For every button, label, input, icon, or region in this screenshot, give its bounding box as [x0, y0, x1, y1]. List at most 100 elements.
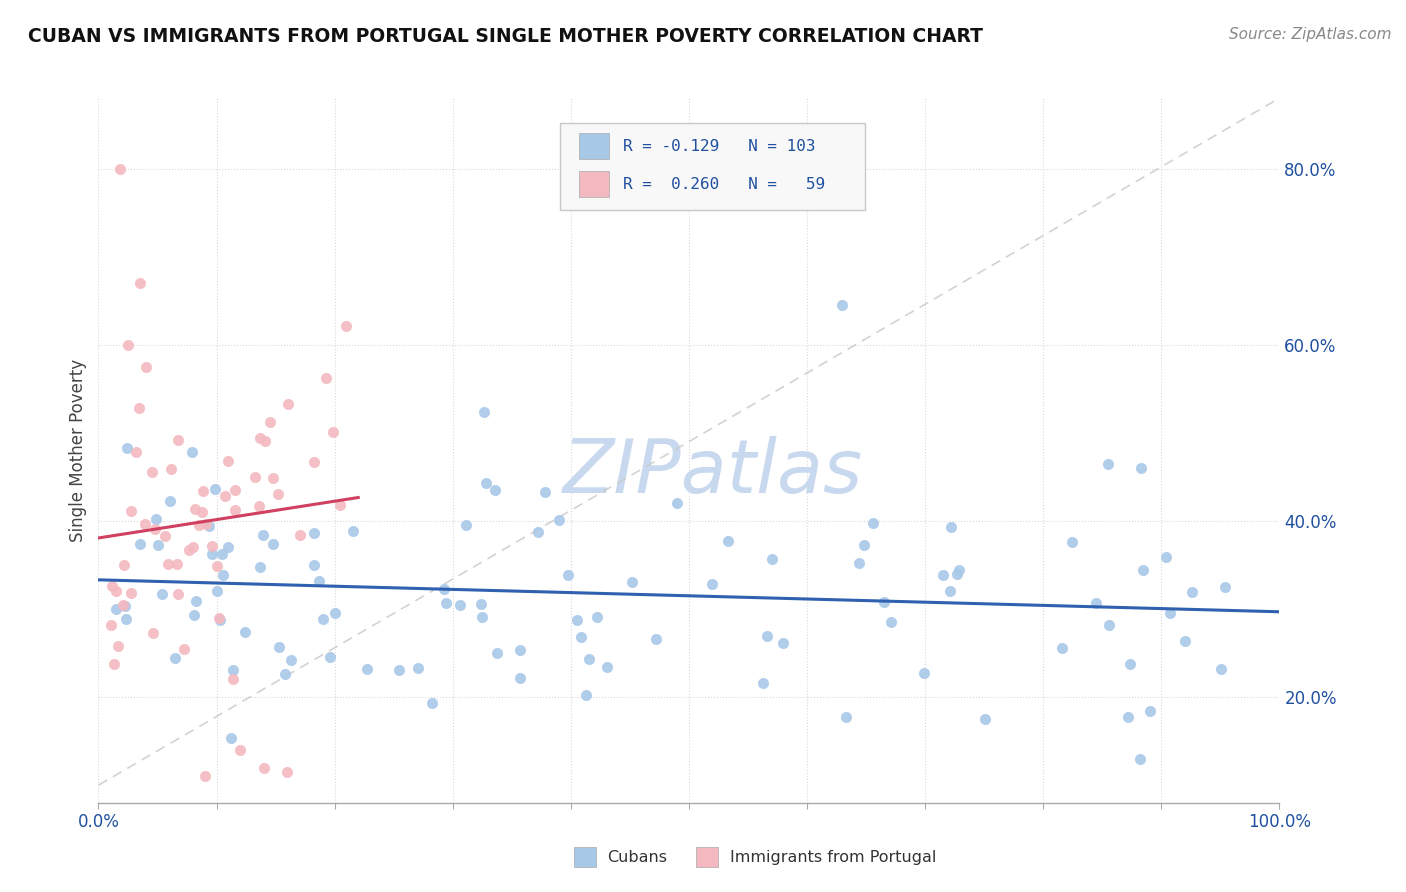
Point [100, 618, 122, 632]
FancyBboxPatch shape [579, 133, 609, 160]
Text: R = -0.129   N = 103: R = -0.129 N = 103 [623, 138, 815, 153]
Point [1174, 633, 1197, 648]
Point [184, 594, 207, 608]
Point [163, 650, 186, 665]
Point [302, 526, 325, 541]
Point [302, 455, 325, 469]
Point [142, 625, 165, 640]
Point [1084, 596, 1107, 610]
Point [112, 598, 135, 612]
Text: R =  0.260   N =   59: R = 0.260 N = 59 [623, 177, 825, 192]
Point [167, 433, 190, 447]
Point [932, 568, 955, 582]
Point [557, 568, 579, 582]
Point [288, 528, 311, 542]
Point [274, 666, 297, 681]
Point [1139, 704, 1161, 718]
Text: Cubans: Cubans [607, 850, 668, 864]
Point [848, 557, 870, 571]
Point [167, 587, 190, 601]
Point [219, 731, 242, 745]
Point [262, 470, 284, 484]
Point [509, 671, 531, 685]
Point [217, 541, 239, 555]
Point [191, 505, 214, 519]
Point [1098, 618, 1121, 632]
Point [1116, 709, 1139, 723]
Point [247, 500, 270, 514]
Point [304, 558, 326, 573]
Point [342, 524, 364, 538]
Point [204, 483, 226, 497]
Bar [696, 847, 718, 867]
Point [835, 710, 858, 724]
Point [104, 601, 127, 615]
Point [107, 639, 129, 653]
Point [243, 470, 266, 484]
Point [135, 359, 157, 374]
Point [509, 643, 531, 657]
Point [160, 461, 183, 475]
Point [117, 442, 139, 456]
Point [873, 595, 896, 609]
Point [153, 529, 176, 543]
Point [183, 502, 205, 516]
Point [912, 666, 935, 681]
Point [387, 663, 409, 677]
Point [129, 537, 152, 551]
Point [308, 574, 330, 589]
Point [1211, 662, 1233, 676]
Point [128, 401, 150, 416]
Point [322, 425, 344, 439]
Point [191, 484, 214, 499]
Point [862, 516, 884, 531]
Point [472, 405, 495, 419]
Point [276, 764, 298, 779]
Point [117, 337, 139, 351]
Point [267, 487, 290, 501]
Point [315, 371, 337, 385]
Point [145, 512, 167, 526]
Point [596, 660, 619, 674]
Point [115, 612, 138, 626]
Point [183, 608, 205, 623]
Point [620, 574, 643, 589]
Point [1159, 606, 1181, 620]
Point [277, 397, 299, 411]
Point [1060, 535, 1083, 549]
Point [565, 613, 588, 627]
Point [644, 632, 666, 647]
Point [141, 466, 163, 480]
Point [335, 319, 357, 334]
Point [120, 504, 142, 518]
Point [484, 483, 506, 498]
Point [548, 512, 571, 526]
Point [526, 525, 548, 540]
Point [280, 653, 302, 667]
Point [166, 558, 188, 572]
Point [187, 518, 209, 533]
Point [356, 662, 378, 676]
Point [267, 640, 290, 654]
Point [486, 647, 509, 661]
Point [945, 567, 967, 582]
Point [880, 615, 903, 629]
Point [533, 484, 555, 499]
Point [586, 610, 609, 624]
Point [434, 596, 457, 610]
Point [217, 454, 239, 468]
Point [752, 676, 775, 690]
Point [1119, 657, 1142, 671]
Text: Source: ZipAtlas.com: Source: ZipAtlas.com [1229, 27, 1392, 42]
Point [772, 636, 794, 650]
Point [1052, 640, 1074, 655]
Point [259, 415, 281, 429]
Point [134, 517, 156, 532]
Point [761, 552, 783, 566]
Point [205, 558, 228, 573]
Point [143, 523, 166, 537]
Point [665, 495, 688, 509]
Text: CUBAN VS IMMIGRANTS FROM PORTUGAL SINGLE MOTHER POVERTY CORRELATION CHART: CUBAN VS IMMIGRANTS FROM PORTUGAL SINGLE… [28, 27, 983, 45]
Point [229, 743, 252, 757]
Point [181, 445, 204, 459]
